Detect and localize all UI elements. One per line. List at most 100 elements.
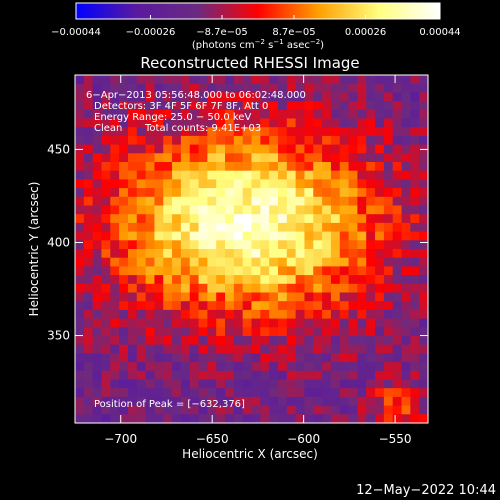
heatmap-cell [401,83,411,93]
heatmap-cell [119,179,129,189]
heatmap-cell [83,405,94,415]
heatmap-cell [242,188,253,198]
heatmap-cell [92,327,103,337]
heatmap-cell [198,318,208,328]
heatmap-cell [216,275,226,285]
heatmap-cell [375,153,385,163]
heatmap-cell [251,101,261,111]
heatmap-cell [145,92,156,102]
chart-title: Reconstructed RHESSI Image [140,54,359,72]
heatmap-cell [339,257,350,267]
heatmap-cell [75,188,85,198]
heatmap-cell [136,135,147,146]
heatmap-cell [119,388,129,398]
heatmap-cell [277,135,288,146]
heatmap-cell [216,127,226,137]
heatmap-cell [145,188,156,198]
heatmap-cell [163,292,173,302]
heatmap-cell [251,144,261,154]
heatmap-cell [233,414,244,424]
heatmap-cell [75,257,85,267]
heatmap-cell [127,214,138,224]
heatmap-cell [172,275,182,285]
heatmap-cell [322,109,332,120]
heatmap-cell [163,362,173,372]
heatmap-cell [198,214,208,224]
heatmap-cell [233,92,244,102]
heatmap-cell [401,257,411,267]
heatmap-cell [163,231,173,241]
heatmap-cell [295,336,306,346]
heatmap-cell [419,327,429,337]
heatmap-cell [189,179,200,189]
heatmap-cell [119,344,129,354]
heatmap-cell [304,396,314,407]
heatmap-cell [357,170,367,180]
heatmap-cell [348,109,358,120]
heatmap-cell [110,179,120,189]
heatmap-cell [322,240,332,250]
heatmap-cell [83,179,94,189]
heatmap-cell [154,153,164,163]
heatmap-cell [242,353,253,363]
heatmap-cell [216,179,226,189]
heatmap-cell [392,240,403,250]
heatmap-cell [101,327,111,337]
heatmap-cell [92,144,103,154]
heatmap-cell [339,309,350,320]
heatmap-cell [225,127,235,137]
heatmap-cell [207,135,217,146]
heatmap-cell [383,336,394,346]
heatmap-cell [348,75,358,85]
heatmap-cell [419,162,429,172]
heatmap-cell [75,101,85,111]
heatmap-cell [101,127,111,137]
heatmap-cell [216,205,226,215]
heatmap-cell [154,249,164,259]
heatmap-cell [251,379,261,389]
heatmap-cell [233,370,244,381]
heatmap-cell [216,379,226,389]
heatmap-cell [330,327,341,337]
heatmap-cell [127,205,138,215]
heatmap-cell [101,231,111,241]
heatmap-cell [207,196,217,207]
heatmap-cell [313,249,323,259]
heatmap-cell [313,118,323,128]
heatmap-cell [383,92,394,102]
heatmap-cell [242,405,253,415]
heatmap-cell [172,414,182,424]
heatmap-cell [357,344,367,354]
heatmap-cell [348,292,358,302]
heatmap-cell [233,75,244,85]
heatmap-cell [269,240,279,250]
heatmap-cell [330,414,341,424]
heatmap-cell [251,318,261,328]
heatmap-cell [339,249,350,259]
heatmap-cell [225,240,235,250]
heatmap-cell [75,83,85,93]
heatmap-cell [322,405,332,415]
heatmap-cell [322,353,332,363]
heatmap-cell [330,83,341,93]
heatmap-cell [189,118,200,128]
heatmap-cell [119,109,129,120]
heatmap-cell [119,240,129,250]
heatmap-cell [269,257,279,267]
heatmap-cell [410,196,420,207]
heatmap-cell [304,118,314,128]
heatmap-cell [127,353,138,363]
heatmap-cell [277,370,288,381]
heatmap-cell [83,414,94,424]
heatmap-cell [83,344,94,354]
heatmap-cell [366,196,376,207]
heatmap-cell [233,353,244,363]
heatmap-cell [304,170,314,180]
heatmap-cell [136,301,147,311]
heatmap-cell [286,188,297,198]
heatmap-cell [419,196,429,207]
heatmap-cell [207,162,217,172]
heatmap-cell [269,301,279,311]
heatmap-cell [216,249,226,259]
